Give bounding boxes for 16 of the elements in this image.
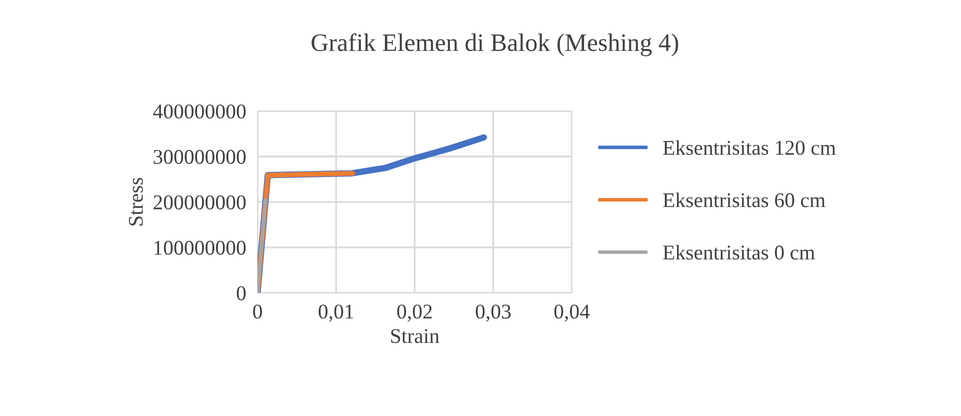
x-tick-label: 0,01 — [318, 304, 354, 322]
y-tick-label: 0 — [236, 286, 246, 300]
x-tick-label: 0 — [253, 304, 262, 319]
x-axis-title: Strain — [391, 329, 440, 344]
legend-label: Eksentrisitas 60 cm — [663, 192, 826, 208]
x-tick-label: 0,02 — [397, 304, 432, 322]
chart-title: Grafik Elemen di Balok (Meshing 4) — [312, 33, 678, 56]
y-tick-label: 200000000 — [154, 195, 246, 210]
y-tick-label: 100000000 — [154, 240, 246, 255]
legend-label: Eksentrisitas 120 cm — [663, 140, 836, 155]
y-tick-label: 300000000 — [154, 150, 246, 164]
x-tick-label: 0,03 — [476, 304, 511, 322]
y-axis-title: Stress — [128, 178, 143, 226]
y-tick-label: 400000000 — [153, 104, 246, 119]
x-tick-label: 0,04 — [554, 304, 590, 322]
legend-label: Eksentrisitas 0 cm — [663, 244, 815, 260]
